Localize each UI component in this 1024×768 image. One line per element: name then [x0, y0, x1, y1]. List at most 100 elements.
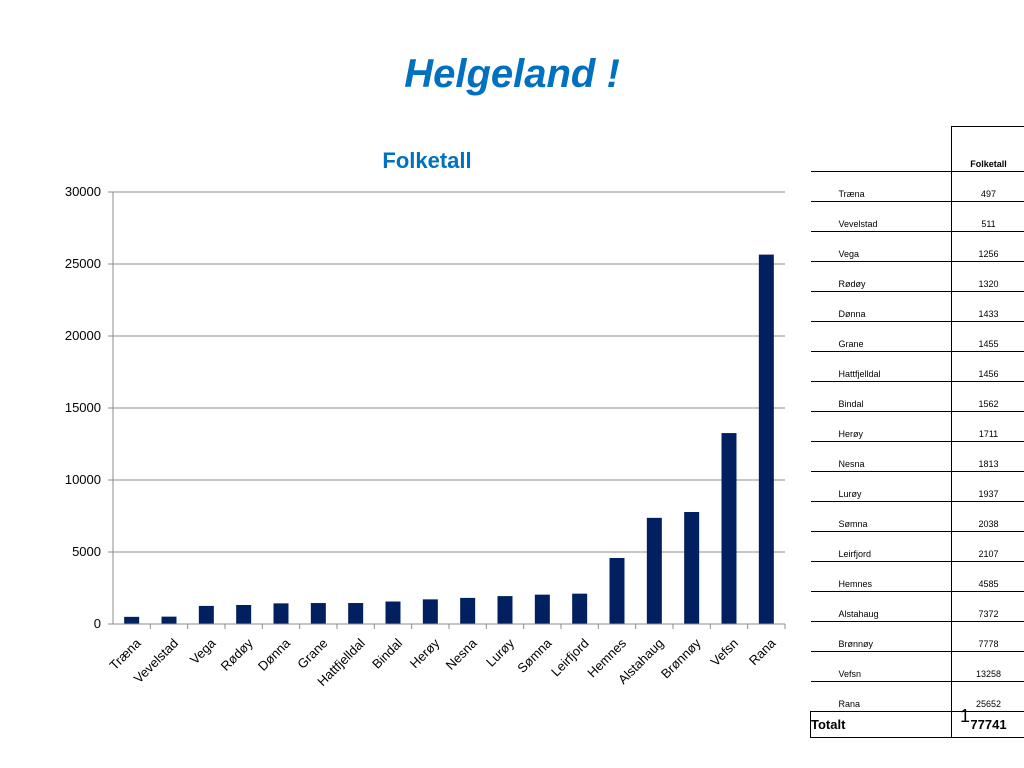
- table-row: Lurøy 1937: [810, 471, 1024, 502]
- table-cell-population: 497: [950, 171, 1024, 202]
- table-cell-municipality: Hattfjelldal: [810, 351, 951, 382]
- slide-title: Helgeland !: [404, 52, 620, 96]
- x-tick-label: Herøy: [407, 635, 443, 671]
- table-cell-population: 1813: [950, 441, 1024, 472]
- table-cell-population: 2038: [950, 501, 1024, 532]
- bar: [721, 433, 737, 624]
- bar-chart: Folketall 0 5000 10000 15000 20000 25000 30000…: [65, 148, 786, 689]
- table-cell-municipality: Nesna: [810, 441, 951, 472]
- bar: [161, 616, 177, 624]
- table-cell-municipality: Dønna: [810, 291, 951, 322]
- table-cell-population: 2107: [950, 531, 1024, 562]
- table-cell-population: 1562: [950, 381, 1024, 412]
- table-row: Brønnøy 7778: [810, 621, 1024, 652]
- y-tick-label: 10000: [65, 472, 101, 487]
- bar: [758, 254, 774, 624]
- y-tick-label: 5000: [72, 544, 101, 559]
- bar: [609, 557, 625, 624]
- table-row: Hemnes 4585: [810, 561, 1024, 592]
- table-cell-municipality: Lurøy: [810, 471, 951, 502]
- table-header-blank: [810, 126, 951, 172]
- table-cell-population: 1433: [950, 291, 1024, 322]
- table-row: Træna 497: [810, 171, 1024, 202]
- table-body: Træna 497 Vevelstad 511 Vega 1256 Rødøy 1320 Døn…: [810, 171, 1024, 712]
- bar: [572, 593, 588, 624]
- bar: [497, 596, 513, 624]
- chart-title: Folketall: [382, 148, 471, 173]
- bar: [273, 603, 289, 624]
- table-cell-municipality: Vega: [810, 231, 951, 262]
- table-row: Vega 1256: [810, 231, 1024, 262]
- table-row: Rana 25652: [810, 681, 1024, 712]
- bar: [198, 605, 214, 624]
- bar: [310, 603, 326, 624]
- chart-bars: [124, 254, 774, 624]
- y-tick-label: 25000: [65, 256, 101, 271]
- table-cell-municipality: Hemnes: [810, 561, 951, 592]
- table-row: Alstahaug 7372: [810, 591, 1024, 622]
- table-row: Nesna 1813: [810, 441, 1024, 472]
- table-total-row: Totalt 77741: [810, 711, 1024, 738]
- table-cell-population: 1456: [950, 351, 1024, 382]
- x-tick-label: Grane: [294, 636, 330, 672]
- chart-gridlines: [113, 191, 785, 553]
- table-row: Dønna 1433: [810, 291, 1024, 322]
- table-cell-population: 1937: [950, 471, 1024, 502]
- table-row: Rødøy 1320: [810, 261, 1024, 292]
- x-tick-label: Vefsn: [708, 636, 742, 670]
- table-cell-municipality: Sømna: [810, 501, 951, 532]
- table-cell-population: 7372: [950, 591, 1024, 622]
- x-tick-label: Dønna: [255, 635, 294, 674]
- bar: [460, 597, 476, 624]
- table-cell-population: 511: [950, 201, 1024, 232]
- y-tick-label: 20000: [65, 328, 101, 343]
- x-tick-label: Leirfjord: [548, 636, 592, 680]
- bar: [534, 594, 550, 624]
- bar: [385, 601, 401, 624]
- table-row: Sømna 2038: [810, 501, 1024, 532]
- table-row: Hattfjelldal 1456: [810, 351, 1024, 382]
- x-tick-label: Nesna: [443, 635, 481, 673]
- bar: [646, 517, 662, 624]
- y-tick-label: 0: [94, 616, 101, 631]
- bar: [422, 599, 438, 624]
- bar: [684, 511, 700, 624]
- table-cell-municipality: Rødøy: [810, 261, 951, 292]
- table-header-row: Folketall: [810, 126, 1024, 172]
- bar: [236, 604, 252, 624]
- table-cell-municipality: Træna: [810, 171, 951, 202]
- table-cell-municipality: Leirfjord: [810, 531, 951, 562]
- x-tick-label: Brønnøy: [658, 635, 704, 681]
- table-row: Herøy 1711: [810, 411, 1024, 442]
- table-header-folketall: Folketall: [950, 126, 1024, 172]
- table-cell-municipality: Bindal: [810, 381, 951, 412]
- table-cell-municipality: Grane: [810, 321, 951, 352]
- page-number: 1: [959, 706, 970, 726]
- total-label: Totalt: [810, 711, 951, 738]
- table-cell-municipality: Alstahaug: [810, 591, 951, 622]
- x-tick-label: Vega: [187, 635, 219, 667]
- table-cell-municipality: Vevelstad: [810, 201, 951, 232]
- table-cell-population: 4585: [950, 561, 1024, 592]
- table-cell-population: 1455: [950, 321, 1024, 352]
- x-tick-label: Rana: [746, 635, 779, 668]
- table-row: Vefsn 13258: [810, 651, 1024, 682]
- table-cell-municipality: Brønnøy: [810, 621, 951, 652]
- table-cell-population: 1711: [950, 411, 1024, 442]
- x-tick-label: Bindal: [369, 635, 405, 671]
- table-cell-population: 13258: [950, 651, 1024, 682]
- total-value: 77741: [950, 711, 1024, 738]
- population-table: Folketall Træna 497 Vevelstad 511 Vega 1256 Rø…: [810, 126, 1024, 738]
- table-row: Grane 1455: [810, 321, 1024, 352]
- table-cell-municipality: Rana: [810, 681, 951, 712]
- table-row: Leirfjord 2107: [810, 531, 1024, 562]
- table-cell-population: 1320: [950, 261, 1024, 292]
- x-tick-label: Rødøy: [218, 635, 257, 674]
- table-cell-municipality: Herøy: [810, 411, 951, 442]
- bar: [124, 616, 140, 624]
- table-cell-municipality: Vefsn: [810, 651, 951, 682]
- y-tick-label: 30000: [65, 184, 101, 199]
- table-cell-population: 7778: [950, 621, 1024, 652]
- x-tick-label: Lurøy: [483, 635, 517, 669]
- table-row: Vevelstad 511: [810, 201, 1024, 232]
